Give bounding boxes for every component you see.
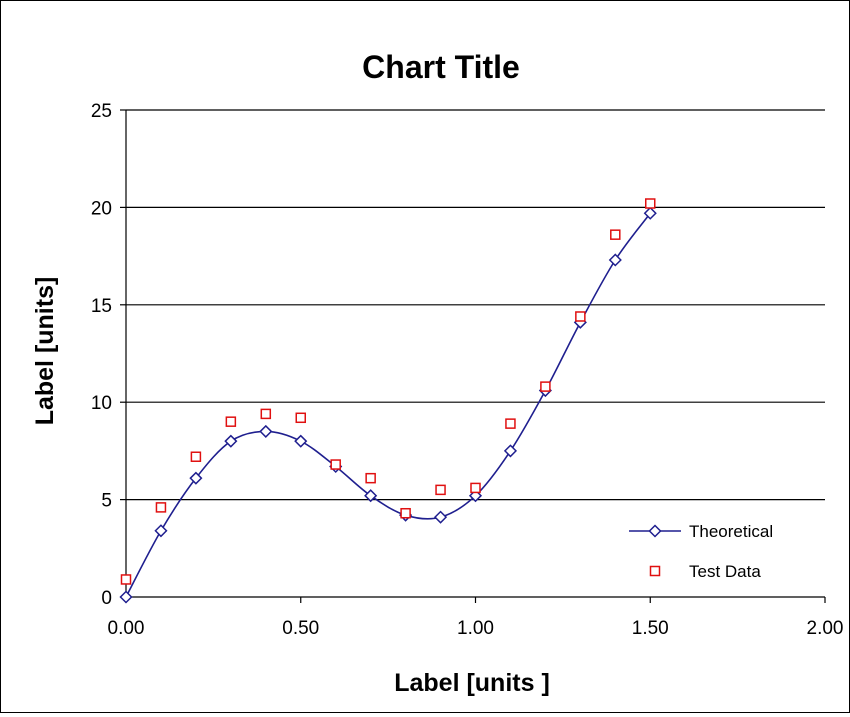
test-data-point-8	[400, 507, 411, 519]
x-tick-label-4: 2.00	[807, 618, 844, 639]
test-data-point-5	[295, 412, 306, 424]
theoretical-point-14	[608, 253, 622, 267]
legend-marker-theoretical	[648, 524, 662, 538]
test-data-point-11	[505, 418, 516, 429]
test-data-point-10	[470, 482, 481, 494]
legend-marker-test-data	[649, 565, 661, 577]
theoretical-point-3	[224, 434, 238, 448]
test-data-point-14	[610, 229, 621, 240]
series	[119, 198, 657, 604]
test-data-point-1	[155, 502, 167, 513]
y-tick-label-3: 15	[91, 296, 112, 317]
theoretical-point-15	[643, 206, 657, 220]
test-data-point-0	[120, 574, 132, 585]
y-tick-label-5: 25	[91, 101, 112, 122]
theoretical-point-5	[294, 434, 308, 448]
test-data-point-13	[575, 311, 586, 322]
y-tick-label-1: 5	[101, 491, 112, 512]
x-tick-label-2: 1.00	[457, 618, 494, 639]
test-data-point-9	[435, 484, 446, 496]
theoretical-point-7	[364, 489, 378, 503]
test-data-point-2	[190, 451, 202, 462]
test-data-point-15	[645, 198, 656, 209]
legend-label-theoretical: Theoretical	[689, 522, 773, 541]
theoretical-point-4	[259, 424, 273, 438]
y-tick-label-4: 20	[91, 198, 112, 219]
legend-label-test-data: Test Data	[689, 562, 761, 581]
gridlines	[126, 109, 825, 501]
chart-title: Chart Title	[362, 49, 520, 85]
test-data-point-4	[260, 408, 272, 420]
tick-labels: 0 5 10 15 20 25 0.00 0.50 1.00 1.50 2.00	[91, 101, 844, 639]
theoretical-point-2	[189, 471, 203, 485]
test-data-point-3	[225, 416, 237, 427]
theoretical-point-11	[503, 444, 518, 458]
test-data-point-12	[540, 381, 551, 392]
theoretical-point-0	[119, 590, 133, 604]
test-data-point-6	[330, 459, 341, 470]
theoretical-point-1	[154, 524, 168, 538]
x-tick-label-3: 1.50	[632, 618, 669, 639]
theoretical-line	[125, 212, 651, 598]
x-tick-label-0: 0.00	[108, 618, 145, 639]
test-data-point-7	[365, 472, 376, 484]
y-tick-label-2: 10	[91, 393, 112, 414]
legend: Theoretical Test Data	[629, 522, 773, 581]
theoretical-point-9	[433, 510, 448, 524]
x-axis-label: Label [units ]	[394, 669, 550, 697]
y-tick-label-0: 0	[101, 588, 112, 609]
y-axis-label: Label [units]	[31, 277, 59, 426]
x-tick-label-1: 0.50	[282, 618, 319, 639]
